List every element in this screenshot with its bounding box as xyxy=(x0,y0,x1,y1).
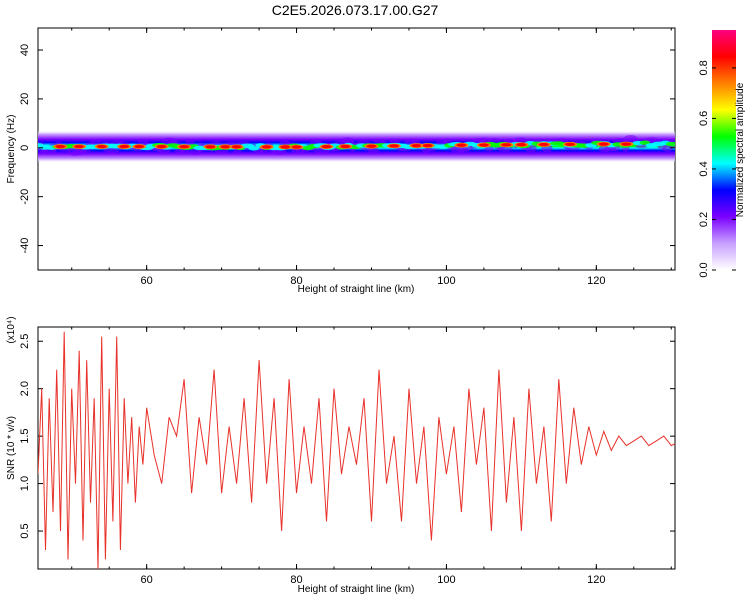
spectrogram-ytick-label: -20 xyxy=(19,189,31,205)
band-blob xyxy=(368,147,380,154)
spectrogram-xtick-label: 120 xyxy=(587,275,605,287)
hotspot xyxy=(291,145,302,149)
spectrogram-xtick-label: 60 xyxy=(141,275,153,287)
hotspot xyxy=(220,145,231,149)
spectrogram-ytick-label: 20 xyxy=(19,93,31,105)
hotspot xyxy=(74,144,85,149)
snr-ytick-label: 0.5 xyxy=(19,523,31,538)
hotspot xyxy=(538,142,549,147)
hotspot xyxy=(366,144,377,148)
hotspot xyxy=(565,142,576,147)
snr-ytick-label: 2.5 xyxy=(19,334,31,349)
hotspot xyxy=(422,143,433,148)
colorbar-ticks: 0.0 0.2 0.4 0.6 0.8 xyxy=(698,60,736,278)
colorbar-tick-label: 0.8 xyxy=(698,60,710,75)
hotspot xyxy=(156,144,167,149)
hotspot xyxy=(340,144,351,149)
hotspot xyxy=(516,143,527,147)
hotspot xyxy=(280,145,291,149)
colorbar-tick-label: 0.6 xyxy=(698,111,710,126)
hotspot xyxy=(96,144,107,149)
colorbar-tick-label: 0.2 xyxy=(698,212,710,227)
hotspot xyxy=(119,144,130,149)
snr-y-multiplier: (x10⁴) xyxy=(6,316,17,343)
band-blob xyxy=(211,140,222,145)
snr-x-label: Height of straight line (km) xyxy=(298,584,415,595)
snr-y-label: SNR (10 * v/v) xyxy=(6,416,17,480)
snr-ticks: 60 80 100 120 0.5 1.0 1.5 2.0 2.5 xyxy=(19,327,675,586)
hotspot xyxy=(411,143,422,148)
band-core xyxy=(665,141,675,147)
snr-ytick-label: 2.0 xyxy=(19,381,31,396)
colorbar-tick-label: 0.0 xyxy=(698,262,710,277)
colorbar-gradient xyxy=(712,30,736,270)
band-blob xyxy=(514,137,528,144)
hotspot xyxy=(598,142,609,146)
snr-xtick-label: 80 xyxy=(290,574,302,586)
hotspot xyxy=(321,145,332,149)
snr-panel: 60 80 100 120 0.5 1.0 1.5 2.0 2.5 Height of stra… xyxy=(6,316,676,595)
spectrogram-panel: 60 80 100 120 -40 -20 0 20 40 Height of straight… xyxy=(6,27,676,295)
band-core xyxy=(248,146,260,151)
hotspot xyxy=(55,144,66,149)
snr-ytick-label: 1.0 xyxy=(19,476,31,491)
hotspot xyxy=(501,143,512,147)
snr-series-line xyxy=(38,331,675,569)
snr-xtick-label: 120 xyxy=(587,574,605,586)
hotspot xyxy=(621,142,632,146)
spectrogram-ytick-label: 0 xyxy=(19,145,31,151)
hotspot xyxy=(478,143,489,147)
hotspot xyxy=(134,144,145,149)
colorbar-label: Normalized spectral amplitude xyxy=(735,82,746,217)
hotspot xyxy=(231,145,242,149)
spectrogram-xtick-label: 80 xyxy=(290,275,302,287)
band-blob xyxy=(388,139,401,144)
snr-xtick-label: 100 xyxy=(437,574,455,586)
spectrogram-x-label: Height of straight line (km) xyxy=(298,284,415,295)
band-blob xyxy=(484,146,494,152)
snr-xtick-label: 60 xyxy=(141,574,153,586)
spectrogram-xtick-label: 100 xyxy=(437,275,455,287)
band-blob xyxy=(89,139,102,145)
colorbar-tick-label: 0.4 xyxy=(698,161,710,176)
spectrogram-y-label: Frequency (Hz) xyxy=(6,115,17,184)
band-blob xyxy=(442,138,452,145)
chart-title: C2E5.2026.073.17.00.G27 xyxy=(272,2,439,18)
band-blob xyxy=(103,147,120,154)
spectrogram-heatmap xyxy=(38,130,675,163)
hotspot xyxy=(388,144,399,148)
hotspot xyxy=(205,145,216,149)
colorbar: 0.0 0.2 0.4 0.6 0.8 Normalized spectral ampl… xyxy=(698,30,746,278)
hotspot xyxy=(179,144,190,149)
hotspot xyxy=(456,143,467,147)
hotspot xyxy=(261,145,272,149)
spectrogram-ytick-label: -40 xyxy=(19,238,31,254)
snr-ytick-label: 1.5 xyxy=(19,428,31,443)
spectrogram-ytick-label: 40 xyxy=(19,44,31,56)
spectrogram-ticks: 60 80 100 120 -40 -20 0 20 40 xyxy=(19,28,675,287)
